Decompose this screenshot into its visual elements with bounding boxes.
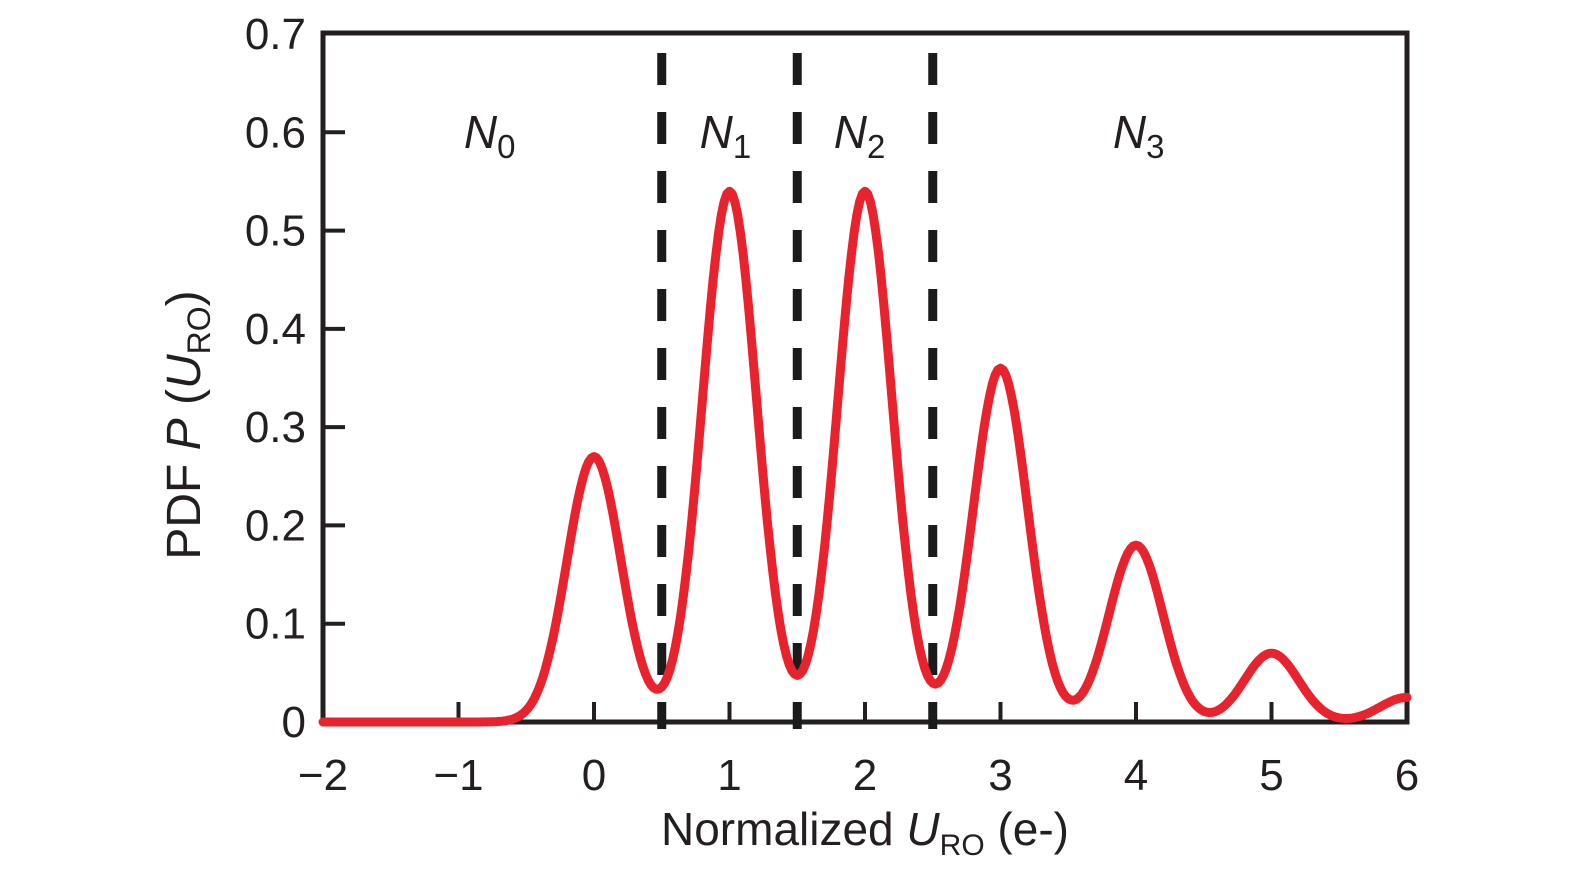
x-axis-tick-label: 2	[853, 751, 877, 800]
y-axis-title: PDF P (URO)	[158, 290, 217, 559]
y-axis-tick-label: 0.4	[245, 305, 306, 354]
x-axis-ticks: −2 −1 0 1 2 3 4 5 6	[298, 702, 1419, 800]
y-axis-tick-label: 0.7	[245, 10, 306, 59]
region-labels: N0 N1 N2 N3	[464, 106, 1165, 165]
region-label-n3: N3	[1113, 106, 1165, 165]
x-axis-tick-label: −1	[433, 751, 483, 800]
x-axis-tick-label: 6	[1395, 751, 1419, 800]
x-axis-title: Normalized URO (e-)	[661, 803, 1069, 862]
x-axis-tick-label: 0	[582, 751, 606, 800]
region-label-n1: N1	[700, 106, 752, 165]
pdf-curve	[318, 186, 1412, 727]
x-axis-tick-label: 4	[1124, 751, 1148, 800]
y-axis-tick-label: 0.6	[245, 108, 306, 157]
y-axis-tick-label: 0.1	[245, 600, 306, 649]
y-axis-ticks: 0 0.1 0.2 0.3 0.4 0.5 0.6 0.7	[245, 10, 345, 747]
region-label-n0: N0	[464, 106, 516, 165]
curve-group	[318, 186, 1412, 727]
region-label-n2: N2	[834, 106, 886, 165]
x-axis-tick-label: 5	[1259, 751, 1283, 800]
y-axis-tick-label: 0.2	[245, 501, 306, 550]
x-axis-tick-label: −2	[298, 751, 348, 800]
y-axis-tick-label: 0	[282, 698, 306, 747]
x-axis-tick-label: 1	[717, 751, 741, 800]
y-axis-tick-label: 0.5	[245, 207, 306, 256]
y-axis-tick-label: 0.3	[245, 403, 306, 452]
x-axis-tick-label: 3	[988, 751, 1012, 800]
